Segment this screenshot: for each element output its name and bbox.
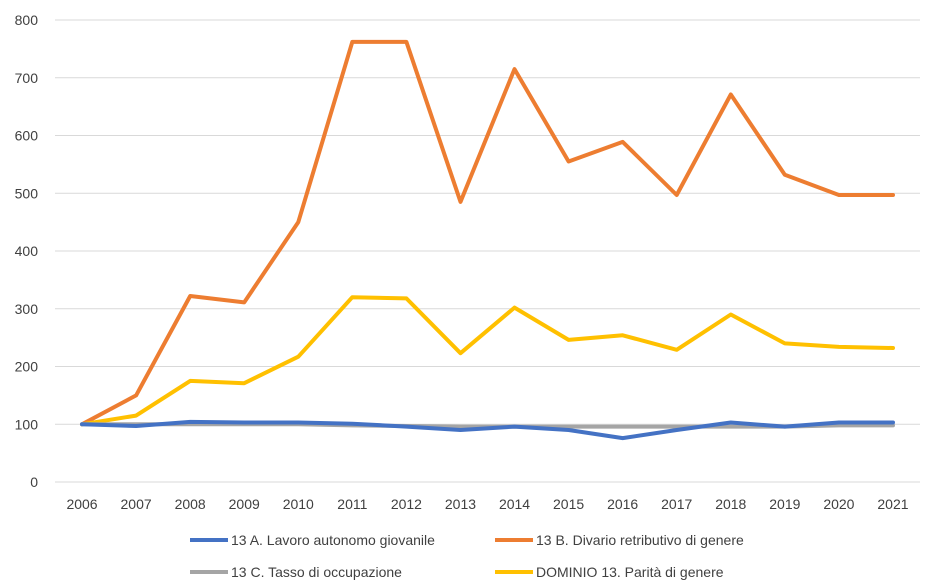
- legend-label: DOMINIO 13. Parità di genere: [536, 564, 724, 580]
- x-tick-label: 2012: [391, 496, 422, 512]
- y-tick-label: 300: [15, 301, 39, 317]
- legend-item-2: 13 B. Divario retributivo di genere: [495, 532, 744, 548]
- series-line-2: [80, 39, 895, 427]
- y-tick-label: 700: [15, 70, 39, 86]
- x-tick-label: 2007: [121, 496, 152, 512]
- gridlines: [55, 19, 920, 483]
- x-tick-label: 2009: [229, 496, 260, 512]
- x-tick-label: 2010: [283, 496, 314, 512]
- y-tick-label: 500: [15, 185, 39, 201]
- x-tick-label: 2008: [175, 496, 206, 512]
- y-axis-ticks: 0 100 200 300 400 500 600 700 800: [15, 12, 39, 490]
- series-line-1: [80, 419, 895, 441]
- y-tick-label: 400: [15, 243, 39, 259]
- x-tick-label: 2011: [337, 496, 367, 512]
- series-line-4: [80, 295, 895, 427]
- y-tick-label: 0: [30, 474, 38, 490]
- legend-item-4: DOMINIO 13. Parità di genere: [495, 564, 724, 580]
- legend-item-3: 13 C. Tasso di occupazione: [190, 564, 402, 580]
- y-tick-label: 800: [15, 12, 39, 28]
- x-tick-label: 2020: [823, 496, 854, 512]
- legend-label: 13 B. Divario retributivo di genere: [536, 532, 744, 548]
- x-tick-label: 2018: [715, 496, 746, 512]
- y-tick-label: 200: [15, 359, 39, 375]
- legend-item-1: 13 A. Lavoro autonomo giovanile: [190, 532, 435, 548]
- x-tick-label: 2017: [661, 496, 692, 512]
- x-axis-ticks: 2006 2007 2008 2009 2010 2011 2012 2013 2014 2015…: [66, 496, 908, 512]
- x-tick-label: 2014: [499, 496, 530, 512]
- x-tick-label: 2015: [553, 496, 584, 512]
- x-tick-label: 2013: [445, 496, 476, 512]
- legend: 13 A. Lavoro autonomo giovanile 13 B. Div…: [190, 532, 744, 580]
- x-tick-label: 2021: [877, 496, 908, 512]
- x-tick-label: 2016: [607, 496, 638, 512]
- x-tick-label: 2006: [66, 496, 97, 512]
- legend-label: 13 C. Tasso di occupazione: [231, 564, 402, 580]
- series-lines: [80, 39, 895, 441]
- x-tick-label: 2019: [769, 496, 800, 512]
- y-tick-label: 100: [15, 416, 39, 432]
- y-tick-label: 600: [15, 128, 39, 144]
- legend-label: 13 A. Lavoro autonomo giovanile: [231, 532, 435, 548]
